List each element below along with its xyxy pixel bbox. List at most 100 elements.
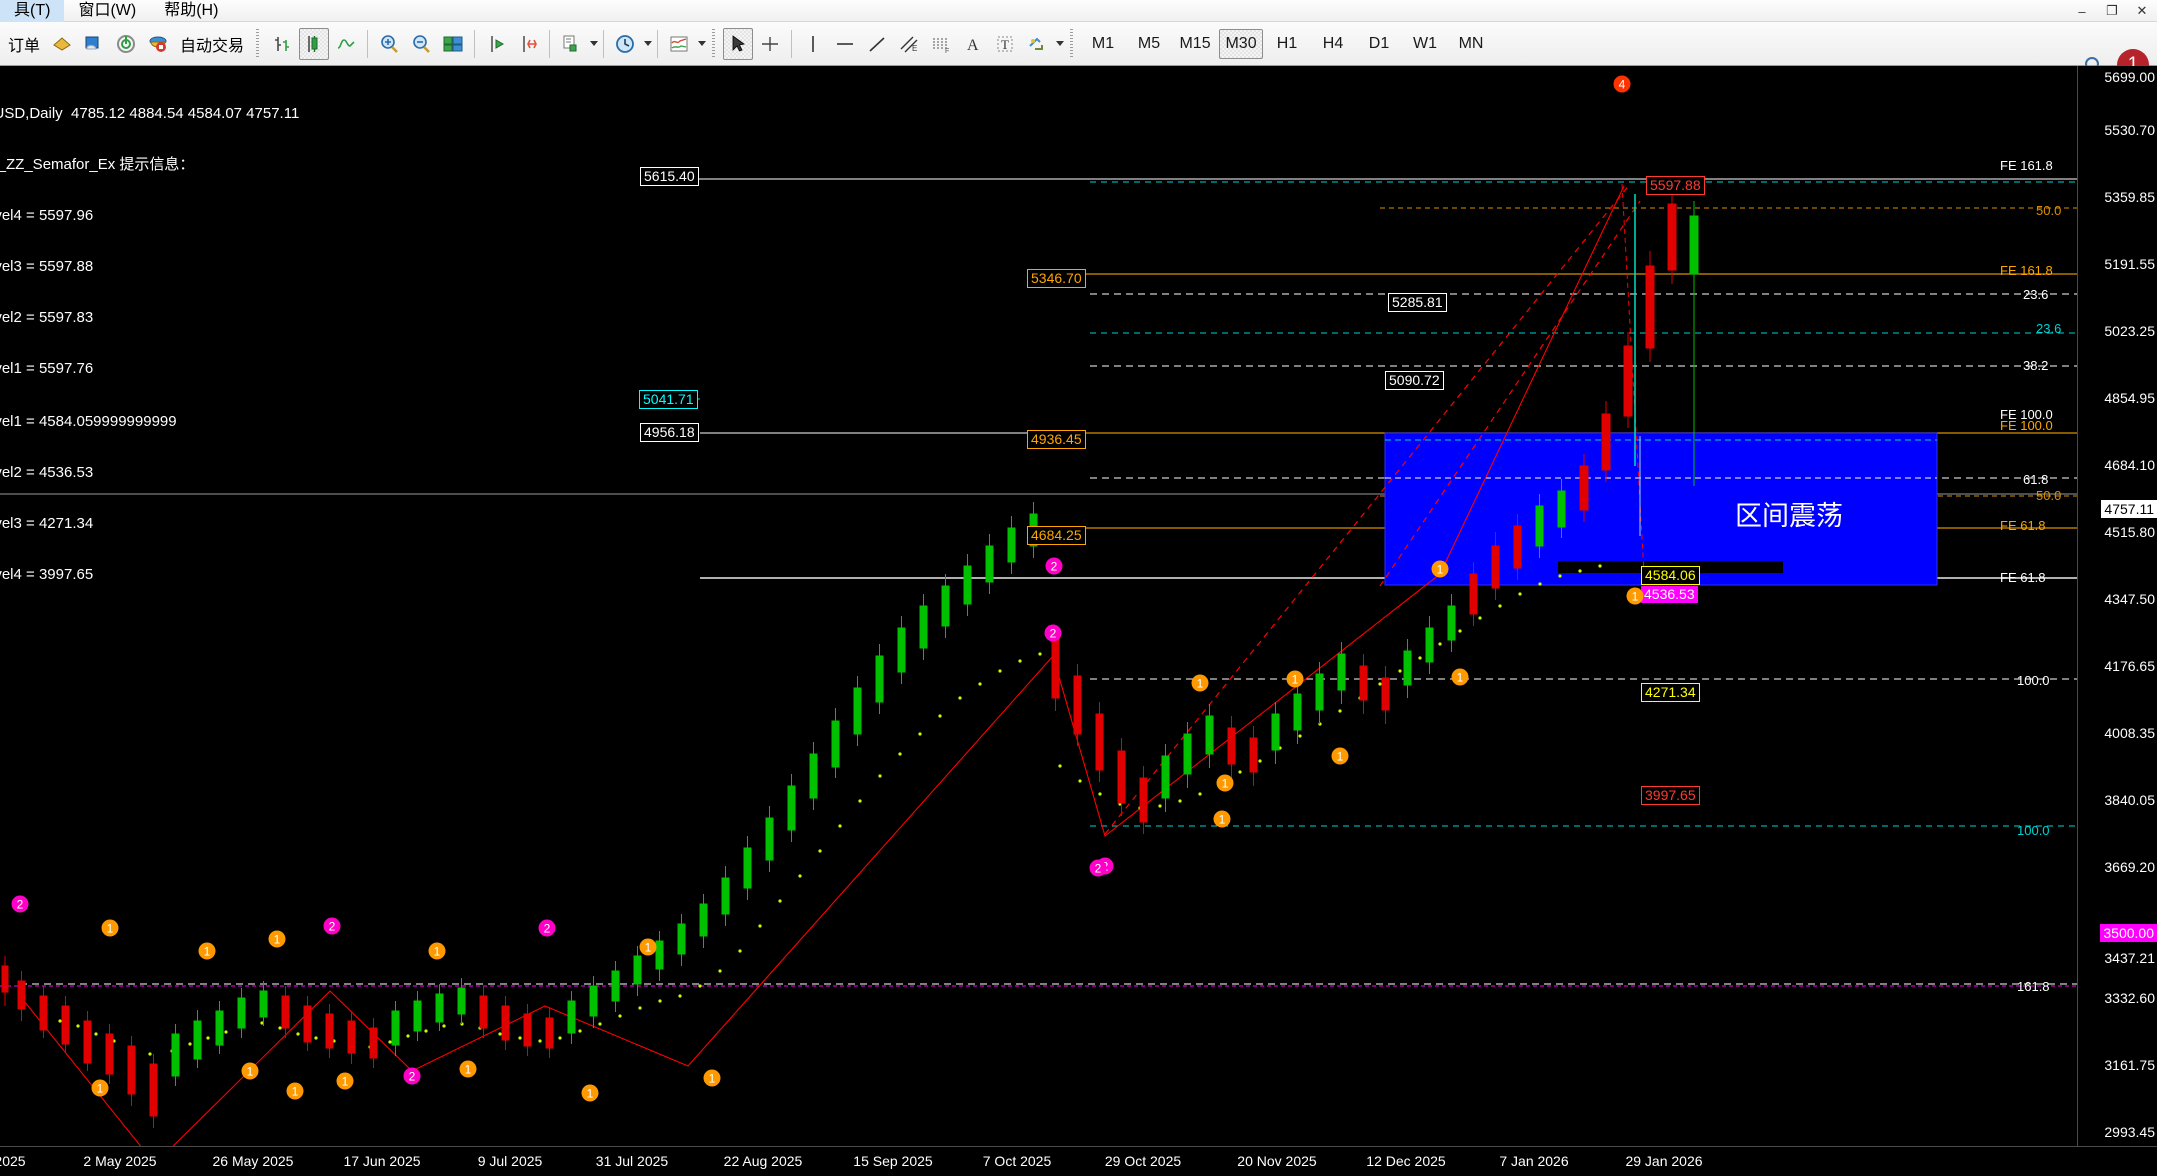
- line-chart-icon[interactable]: [331, 28, 361, 60]
- periods-caret-icon[interactable]: [644, 41, 653, 46]
- price-tag-4584[interactable]: 4584.06: [1641, 566, 1700, 585]
- semafor-marker-1-b[interactable]: 1: [1191, 674, 1209, 692]
- navigator-icon[interactable]: [111, 28, 141, 60]
- semafor-marker-1-l[interactable]: 1: [428, 942, 446, 960]
- semafor-marker-2-a[interactable]: 2: [1044, 624, 1062, 642]
- semafor-marker-2-c[interactable]: 2: [1045, 557, 1063, 575]
- semafor-marker-1-d[interactable]: 1: [1216, 774, 1234, 792]
- indicators-caret-icon[interactable]: [698, 41, 707, 46]
- vertical-line-icon[interactable]: [798, 28, 828, 60]
- chart-plot-area[interactable]: JUSD,Daily 4785.12 4884.54 4584.07 4757.…: [0, 66, 2077, 1146]
- price-tag-4684[interactable]: 4684.25: [1027, 526, 1086, 545]
- clock-icon[interactable]: [610, 28, 640, 60]
- price-tag-5597[interactable]: 5597.88: [1646, 176, 1705, 195]
- menu-item-tools[interactable]: 具(T): [0, 0, 65, 22]
- semafor-marker-1-m[interactable]: 1: [639, 938, 657, 956]
- semafor-marker-1-r[interactable]: 1: [459, 1060, 477, 1078]
- price-tag-4536[interactable]: 4536.53: [1641, 586, 1698, 603]
- templates-icon[interactable]: [556, 28, 586, 60]
- timeframe-mn[interactable]: MN: [1458, 34, 1484, 52]
- price-axis[interactable]: 5699.00 5530.70 5359.85 5191.55 5023.25 …: [2077, 66, 2157, 1146]
- zoom-out-icon[interactable]: [406, 28, 436, 60]
- price-tag-5041[interactable]: 5041.71: [639, 390, 698, 409]
- menu-item-help[interactable]: 帮助(H): [164, 2, 219, 19]
- timeframe-m5[interactable]: M5: [1137, 34, 1161, 52]
- price-tag-5090[interactable]: 5090.72: [1385, 371, 1444, 390]
- templates-caret-icon[interactable]: [590, 41, 599, 46]
- price-tick-12: 3669.20: [2104, 859, 2155, 875]
- close-button[interactable]: ✕: [2136, 3, 2148, 18]
- semafor-marker-4[interactable]: 4: [1613, 75, 1631, 93]
- new-order-button[interactable]: 订单: [8, 37, 41, 55]
- semafor-marker-1-a[interactable]: 1: [1431, 560, 1449, 578]
- toolbar-grip-3[interactable]: [1068, 28, 1077, 59]
- toolbar-grip[interactable]: [254, 28, 263, 59]
- semafor-marker-1-n[interactable]: 1: [91, 1079, 109, 1097]
- data-window-icon[interactable]: [79, 28, 109, 60]
- semafor-marker-2-i[interactable]: 2: [1089, 859, 1107, 877]
- price-tag-5615[interactable]: 5615.40: [640, 167, 699, 186]
- shapes-caret-icon[interactable]: [1056, 41, 1065, 46]
- time-tick-1: 2 May 2025: [83, 1153, 157, 1169]
- timeframe-m1[interactable]: M1: [1091, 34, 1115, 52]
- semafor-marker-1-t[interactable]: 1: [703, 1069, 721, 1087]
- toolbar-grip-2[interactable]: [710, 28, 719, 59]
- zoom-in-icon[interactable]: [374, 28, 404, 60]
- semafor-marker-2-f[interactable]: 2: [538, 919, 556, 937]
- semafor-marker-2-h[interactable]: 2: [403, 1067, 421, 1085]
- market-watch-icon[interactable]: [47, 28, 77, 60]
- cursor-icon[interactable]: [723, 27, 754, 60]
- equidistant-channel-icon[interactable]: E: [894, 28, 924, 60]
- semafor-marker-1-p[interactable]: 1: [286, 1082, 304, 1100]
- tile-windows-icon[interactable]: [438, 28, 468, 60]
- toolbar-separator: [367, 29, 369, 58]
- timeframe-h1[interactable]: H1: [1276, 34, 1298, 52]
- autotrading-label[interactable]: 自动交易: [180, 37, 245, 55]
- minimize-button[interactable]: –: [2078, 3, 2086, 19]
- semafor-marker-1-j[interactable]: 1: [198, 942, 216, 960]
- semafor-marker-1-i[interactable]: 1: [101, 919, 119, 937]
- autotrading-icon[interactable]: [143, 28, 173, 60]
- timeframe-m30[interactable]: M30: [1219, 28, 1264, 59]
- timeframe-m15[interactable]: M15: [1179, 34, 1211, 52]
- semafor-marker-1-k[interactable]: 1: [268, 930, 286, 948]
- text-label-icon[interactable]: T: [990, 28, 1020, 60]
- auto-scroll-icon[interactable]: [513, 28, 543, 60]
- chart-canvas[interactable]: JUSD,Daily 4785.12 4884.54 4584.07 4757.…: [0, 66, 2157, 1176]
- price-tag-5285[interactable]: 5285.81: [1388, 293, 1447, 312]
- timeframe-d1[interactable]: D1: [1368, 34, 1390, 52]
- price-tag-4936[interactable]: 4936.45: [1027, 430, 1086, 449]
- time-axis[interactable]: 2025 2 May 2025 26 May 2025 17 Jun 2025 …: [0, 1146, 2157, 1176]
- semafor-marker-2-e[interactable]: 2: [323, 917, 341, 935]
- semafor-marker-1-q[interactable]: 1: [336, 1072, 354, 1090]
- price-chart-svg: [0, 178, 2077, 1146]
- horizontal-line-icon[interactable]: [830, 28, 860, 60]
- price-tag-5346[interactable]: 5346.70: [1027, 269, 1086, 288]
- chart-shift-icon[interactable]: [481, 28, 511, 60]
- timeframe-w1[interactable]: W1: [1413, 34, 1438, 52]
- bar-chart-icon[interactable]: [267, 28, 297, 60]
- price-tag-4956[interactable]: 4956.18: [640, 423, 699, 442]
- semafor-marker-1-f[interactable]: 1: [1213, 810, 1231, 828]
- fibonacci-icon[interactable]: F: [926, 28, 956, 60]
- semafor-marker-1-h[interactable]: 1: [1626, 587, 1644, 605]
- semafor-marker-1-o[interactable]: 1: [241, 1062, 259, 1080]
- timeframe-h4[interactable]: H4: [1322, 34, 1344, 52]
- shapes-icon[interactable]: [1022, 28, 1052, 60]
- semafor-marker-1-g[interactable]: 1: [1451, 668, 1469, 686]
- semafor-marker-1-c[interactable]: 1: [1286, 670, 1304, 688]
- text-icon[interactable]: A: [958, 28, 988, 60]
- price-tag-4271[interactable]: 4271.34: [1641, 683, 1700, 702]
- fib-label-382: 38.2: [2023, 358, 2049, 373]
- crosshair-icon[interactable]: [755, 28, 785, 60]
- semafor-marker-1-e[interactable]: 1: [1331, 747, 1349, 765]
- menu-item-window[interactable]: 窗口(W): [78, 2, 137, 19]
- price-tag-3997[interactable]: 3997.65: [1641, 786, 1700, 805]
- trendline-icon[interactable]: [862, 28, 892, 60]
- semafor-marker-2-d[interactable]: 2: [11, 895, 29, 913]
- maximize-button[interactable]: ❐: [2106, 3, 2118, 18]
- semafor-marker-1-s[interactable]: 1: [581, 1084, 599, 1102]
- time-tick-2: 26 May 2025: [212, 1153, 294, 1169]
- candlestick-chart-icon[interactable]: [299, 27, 330, 60]
- indicators-icon[interactable]: [664, 28, 694, 60]
